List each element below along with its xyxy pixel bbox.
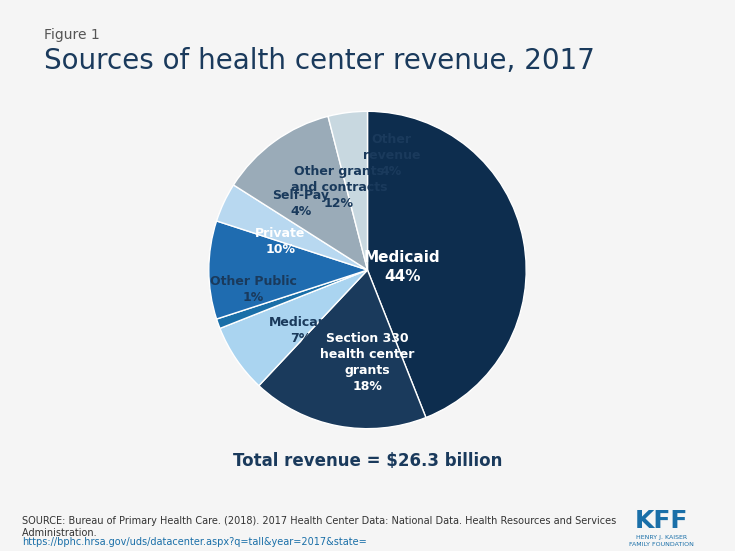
Text: https://bphc.hrsa.gov/uds/datacenter.aspx?q=tall&year=2017&state=: https://bphc.hrsa.gov/uds/datacenter.asp… [22,537,367,548]
Text: Other
revenue
4%: Other revenue 4% [362,133,420,178]
Text: Medicare
7%: Medicare 7% [269,316,333,345]
Wedge shape [220,270,368,386]
Text: Sources of health center revenue, 2017: Sources of health center revenue, 2017 [44,47,595,75]
Text: Private
10%: Private 10% [255,227,306,256]
Text: KFF: KFF [635,509,688,533]
Wedge shape [217,270,368,328]
Wedge shape [209,221,368,319]
Text: HENRY J. KAISER
FAMILY FOUNDATION: HENRY J. KAISER FAMILY FOUNDATION [629,535,694,547]
Text: Other Public
1%: Other Public 1% [209,274,297,304]
Text: Section 330
health center
grants
18%: Section 330 health center grants 18% [320,332,415,392]
Text: Self-Pay
4%: Self-Pay 4% [273,189,329,218]
Wedge shape [368,111,526,418]
Text: Total revenue = $26.3 billion: Total revenue = $26.3 billion [233,452,502,469]
Wedge shape [234,116,368,270]
Text: Medicaid
44%: Medicaid 44% [364,250,441,284]
Wedge shape [328,111,368,270]
Wedge shape [217,185,368,270]
Wedge shape [259,270,426,429]
Text: SOURCE: Bureau of Primary Health Care. (2018). 2017 Health Center Data: National: SOURCE: Bureau of Primary Health Care. (… [22,516,617,538]
Text: Figure 1: Figure 1 [44,28,100,41]
Text: Other grants
and contracts
12%: Other grants and contracts 12% [290,165,387,210]
